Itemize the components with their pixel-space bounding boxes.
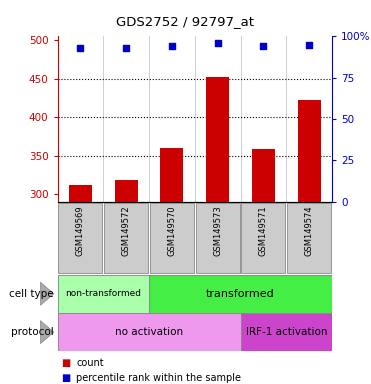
Point xyxy=(169,43,175,50)
Bar xyxy=(206,77,229,202)
Bar xyxy=(69,185,92,202)
Text: GDS2752 / 92797_at: GDS2752 / 92797_at xyxy=(116,15,255,28)
Text: non-transformed: non-transformed xyxy=(65,289,141,298)
Bar xyxy=(287,203,331,273)
Text: protocol: protocol xyxy=(11,327,54,337)
Bar xyxy=(149,275,332,313)
Text: cell type: cell type xyxy=(9,289,54,299)
Bar xyxy=(196,203,240,273)
Text: no activation: no activation xyxy=(115,327,183,337)
Bar xyxy=(252,149,275,202)
Text: GSM149574: GSM149574 xyxy=(305,205,313,256)
Bar xyxy=(298,100,321,202)
Point xyxy=(215,40,221,46)
Bar xyxy=(240,313,332,351)
Bar xyxy=(58,313,240,351)
Bar xyxy=(150,203,194,273)
Point xyxy=(260,43,266,50)
Polygon shape xyxy=(40,282,54,305)
Bar xyxy=(58,203,102,273)
Text: count: count xyxy=(76,358,104,368)
Polygon shape xyxy=(40,321,54,344)
Bar xyxy=(242,203,285,273)
Bar xyxy=(115,180,138,202)
Point xyxy=(306,42,312,48)
Text: GSM149571: GSM149571 xyxy=(259,205,268,256)
Text: ■: ■ xyxy=(61,373,70,383)
Text: transformed: transformed xyxy=(206,289,275,299)
Bar xyxy=(161,148,183,202)
Text: percentile rank within the sample: percentile rank within the sample xyxy=(76,373,241,383)
Text: ■: ■ xyxy=(61,358,70,368)
Text: GSM149569: GSM149569 xyxy=(76,205,85,256)
Text: IRF-1 activation: IRF-1 activation xyxy=(246,327,327,337)
Text: GSM149572: GSM149572 xyxy=(122,205,131,256)
Bar xyxy=(104,203,148,273)
Text: GSM149573: GSM149573 xyxy=(213,205,222,256)
Point xyxy=(78,45,83,51)
Point xyxy=(123,45,129,51)
Bar xyxy=(58,275,149,313)
Text: GSM149570: GSM149570 xyxy=(167,205,176,256)
